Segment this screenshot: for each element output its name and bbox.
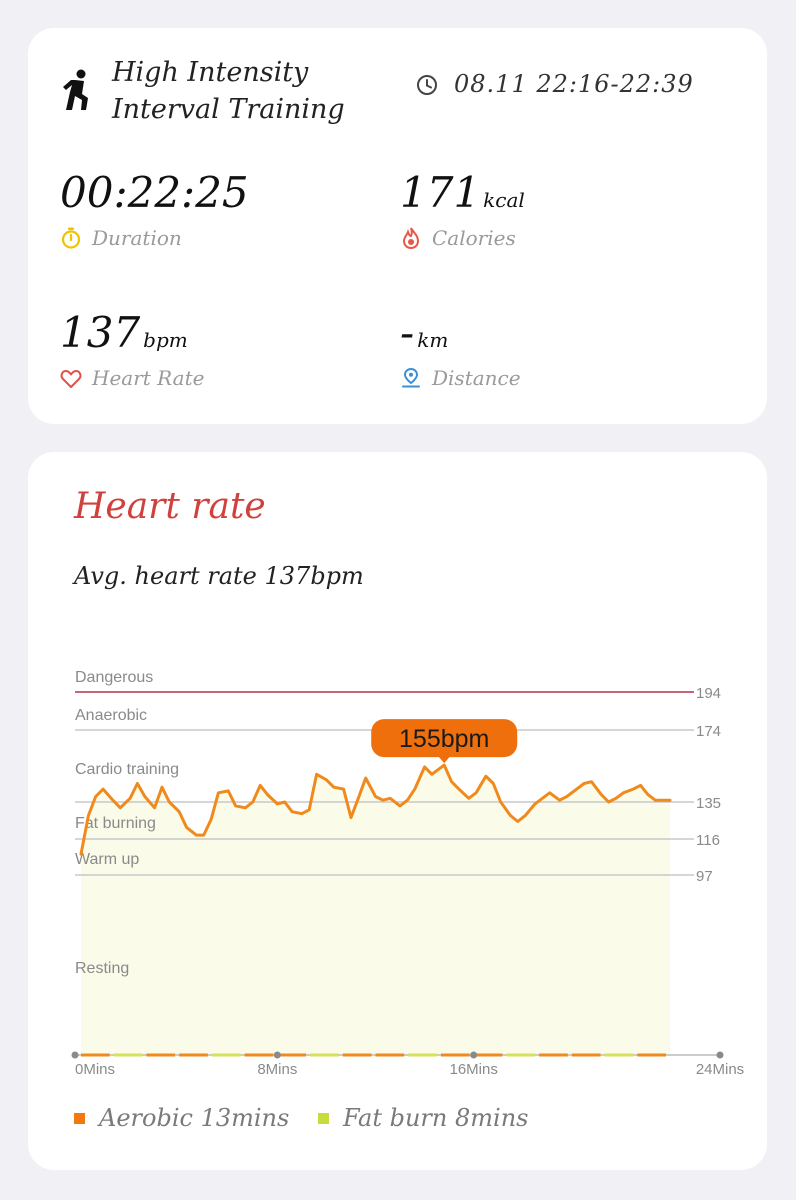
workout-summary-card: High Intensity Interval Training 08.11 2…: [28, 28, 767, 424]
distance-value: - km: [400, 308, 448, 357]
distance-unit: km: [417, 328, 449, 352]
duration-label: Duration: [92, 226, 182, 250]
x-tick-label-24: 24Mins: [696, 1061, 744, 1078]
legend-item-fat-burn: Fat burn 8mins: [318, 1104, 528, 1132]
legend-label-fat-burn: Fat burn 8mins: [343, 1104, 529, 1132]
zone-threshold-174: 174: [696, 723, 721, 740]
average-heart-rate: Avg. heart rate 137bpm: [74, 562, 364, 590]
heart-rate-line: [79, 763, 672, 856]
zone-label-resting: Resting: [75, 960, 129, 977]
duration-value: 00:22:25: [60, 168, 249, 217]
x-tick-dot-8: [273, 1051, 281, 1059]
zone-threshold-135: 135: [696, 795, 721, 812]
duration-number: 00:22:25: [60, 168, 249, 217]
legend-item-aerobic: Aerobic 13mins: [74, 1104, 289, 1132]
clock-icon: [417, 75, 437, 95]
legend-label-aerobic: Aerobic 13mins: [99, 1104, 290, 1132]
heart-rate-number: 137: [60, 308, 141, 357]
workout-title: High Intensity Interval Training: [112, 54, 345, 128]
heart-rate-unit: bpm: [143, 328, 188, 352]
distance-label: Distance: [432, 366, 521, 390]
calories-unit: kcal: [483, 188, 525, 212]
flame-icon: [402, 227, 420, 249]
calories-value: 171 kcal: [400, 168, 525, 217]
distance-number: -: [400, 308, 415, 357]
x-tick-label-0: 0Mins: [75, 1061, 115, 1078]
stopwatch-icon: [61, 227, 81, 249]
heart-rate-value: 137 bpm: [60, 308, 188, 357]
location-pin-icon: [402, 367, 420, 388]
zone-threshold-97: 97: [696, 868, 713, 885]
zone-label-cardio-training: Cardio training: [75, 761, 179, 778]
heart-icon: [60, 370, 82, 388]
x-tick-label-8: 8Mins: [257, 1061, 297, 1078]
zone-label-dangerous: Dangerous: [75, 669, 153, 686]
workout-title-line2: Interval Training: [112, 94, 345, 125]
zone-label-warm-up: Warm up: [75, 851, 139, 868]
heart-rate-chart: Dangerous 194 Anaerobic 174 Cardio training 1…: [71, 669, 744, 1078]
calories-number: 171: [400, 168, 481, 217]
calories-label: Calories: [432, 226, 516, 250]
zone-label-anaerobic: Anaerobic: [75, 707, 147, 724]
x-tick-dot-24: [716, 1051, 724, 1059]
heart-rate-label: Heart Rate: [92, 366, 205, 390]
legend-swatch-aerobic: [74, 1112, 85, 1124]
peak-label: 155bpm: [399, 725, 489, 753]
zone-label-fat-burning: Fat burning: [75, 815, 156, 832]
zone-threshold-194: 194: [696, 685, 721, 702]
peak-bubble: [371, 719, 518, 758]
heart-rate-title: Heart rate: [74, 486, 266, 527]
heart-rate-card: Heart rate Avg. heart rate 137bpm Danger…: [28, 452, 767, 1170]
zone-threshold-116: 116: [696, 832, 720, 849]
x-tick-dot-0: [71, 1051, 79, 1059]
legend-swatch-fat-burn: [318, 1112, 329, 1124]
x-tick-label-16: 16Mins: [449, 1061, 497, 1078]
x-tick-dot-16: [470, 1051, 478, 1059]
workout-time-range: 08.11 22:16-22:39: [454, 70, 694, 98]
running-person-icon: [63, 69, 88, 110]
heart-rate-area: [81, 765, 670, 1055]
workout-title-line1: High Intensity: [112, 57, 309, 88]
